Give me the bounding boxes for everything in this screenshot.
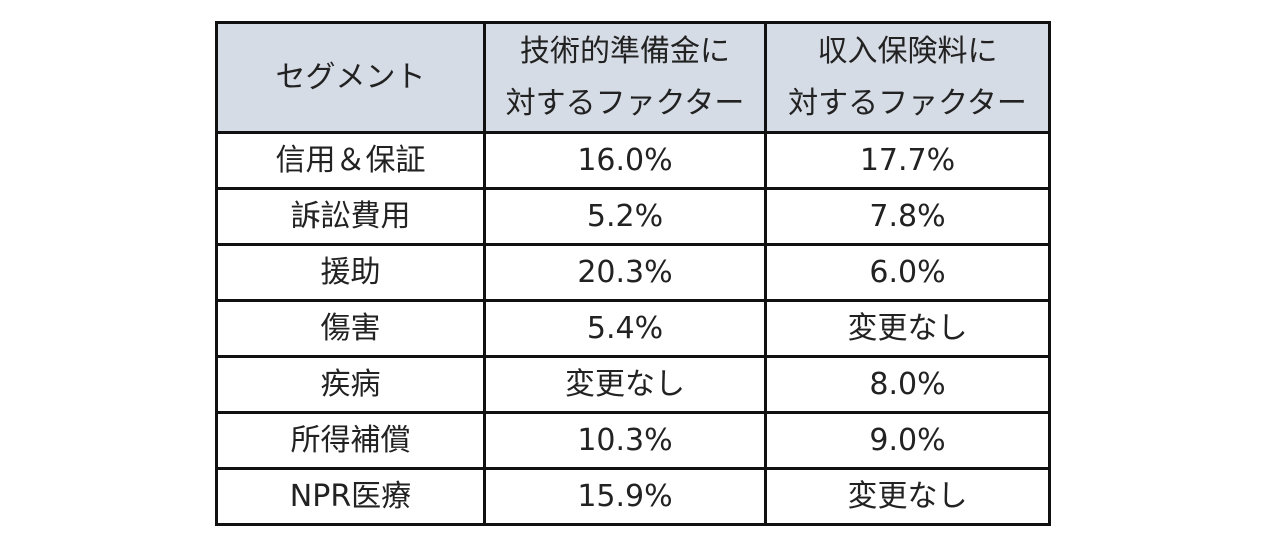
table-row: 傷害 5.4% 変更なし — [215, 299, 1051, 358]
cell-technical: 10.3% — [483, 411, 767, 470]
cell-technical: 5.4% — [483, 299, 767, 358]
cell-income: 17.7% — [764, 131, 1051, 190]
cell-segment: 訴訟費用 — [215, 187, 486, 246]
cell-technical: 15.9% — [483, 467, 767, 526]
cell-income: 8.0% — [764, 355, 1051, 414]
table-row: 信用＆保証 16.0% 17.7% — [215, 131, 1051, 190]
table-row: 訴訟費用 5.2% 7.8% — [215, 187, 1051, 246]
table-row: NPR医療 15.9% 変更なし — [215, 467, 1051, 526]
header-income-line1: 収入保険料に — [817, 33, 998, 69]
cell-segment: 信用＆保証 — [215, 131, 486, 190]
factor-table: セグメント 技術的準備金に 対するファクター 収入保険料に 対するファクター 信… — [215, 21, 1051, 526]
cell-technical: 20.3% — [483, 243, 767, 302]
cell-technical: 変更なし — [483, 355, 767, 414]
table-body: 信用＆保証 16.0% 17.7% 訴訟費用 5.2% 7.8% 援助 20.3… — [215, 131, 1051, 526]
cell-technical: 5.2% — [483, 187, 767, 246]
header-segment-label: セグメント — [275, 59, 426, 95]
header-income-premium-factor: 収入保険料に 対するファクター — [764, 21, 1051, 134]
table-row: 所得補償 10.3% 9.0% — [215, 411, 1051, 470]
header-income-line2: 対するファクター — [788, 85, 1027, 121]
header-technical-line2: 対するファクター — [505, 85, 745, 121]
cell-segment: 傷害 — [215, 299, 486, 358]
cell-technical: 16.0% — [483, 131, 767, 190]
table-row: 援助 20.3% 6.0% — [215, 243, 1051, 302]
header-segment: セグメント — [215, 21, 486, 134]
cell-income: 変更なし — [764, 299, 1051, 358]
cell-segment: 所得補償 — [215, 411, 486, 470]
header-row: セグメント 技術的準備金に 対するファクター 収入保険料に 対するファクター — [215, 21, 1051, 134]
cell-income: 9.0% — [764, 411, 1051, 470]
header-technical-line1: 技術的準備金に — [520, 33, 730, 69]
cell-segment: 援助 — [215, 243, 486, 302]
table-header: セグメント 技術的準備金に 対するファクター 収入保険料に 対するファクター — [215, 21, 1051, 134]
cell-segment: NPR医療 — [215, 467, 486, 526]
cell-income: 変更なし — [764, 467, 1051, 526]
cell-income: 6.0% — [764, 243, 1051, 302]
header-technical-reserve-factor: 技術的準備金に 対するファクター — [483, 21, 767, 134]
cell-segment: 疾病 — [215, 355, 486, 414]
table-row: 疾病 変更なし 8.0% — [215, 355, 1051, 414]
cell-income: 7.8% — [764, 187, 1051, 246]
